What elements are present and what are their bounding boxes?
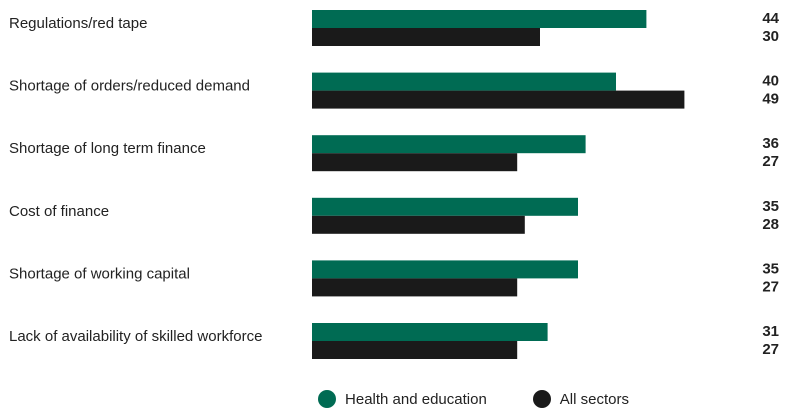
value-label-health-and-education-cost-of-finance: 35 (762, 198, 779, 215)
legend-item-all-sectors: All sectors (532, 390, 629, 408)
bar-health-and-education-shortage-of-working-capital (312, 260, 578, 279)
value-label-all-sectors-lack-of-availability-of-skilled-workforce: 27 (762, 341, 779, 358)
value-label-health-and-education-shortage-of-working-capital: 35 (762, 260, 779, 277)
category-label-cost-of-finance: Cost of finance (9, 203, 109, 220)
value-label-health-and-education-shortage-of-long-term-finance: 36 (762, 135, 779, 152)
value-label-all-sectors-cost-of-finance: 28 (762, 216, 779, 233)
bar-health-and-education-shortage-of-long-term-finance (312, 135, 586, 154)
chart-legend: Health and education All sectors (0, 386, 797, 412)
value-label-all-sectors-regulations-red-tape: 30 (762, 28, 779, 45)
bar-all-sectors-regulations-red-tape (312, 28, 540, 46)
bar-health-and-education-cost-of-finance (312, 197, 578, 216)
legend-swatch-health-education (318, 390, 337, 408)
bar-all-sectors-cost-of-finance (312, 215, 525, 234)
legend-label-all-sectors: All sectors (559, 390, 629, 408)
bar-all-sectors-shortage-of-working-capital (312, 278, 518, 297)
bar-all-sectors-lack-of-availability-of-skilled-workforce (312, 341, 518, 359)
value-label-all-sectors-shortage-of-working-capital: 27 (762, 278, 779, 295)
category-label-shortage-of-working-capital: Shortage of working capital (9, 265, 190, 282)
value-label-health-and-education-regulations-red-tape: 44 (762, 10, 779, 27)
category-label-lack-of-availability-of-skilled-workforce: Lack of availability of skilled workforc… (9, 328, 262, 345)
legend-swatch-all-sectors (532, 390, 551, 408)
value-label-all-sectors-shortage-of-long-term-finance: 27 (762, 153, 779, 170)
category-label-regulations-red-tape: Regulations/red tape (9, 15, 147, 32)
category-label-shortage-of-orders-reduced-demand: Shortage of orders/reduced demand (9, 78, 250, 95)
category-label-shortage-of-long-term-finance: Shortage of long term finance (9, 140, 206, 157)
value-label-health-and-education-shortage-of-orders-reduced-demand: 40 (762, 73, 779, 90)
legend-item-health-education: Health and education (318, 390, 487, 408)
value-label-health-and-education-lack-of-availability-of-skilled-workforce: 31 (762, 323, 779, 340)
bar-health-and-education-shortage-of-orders-reduced-demand (312, 72, 616, 91)
bar-all-sectors-shortage-of-orders-reduced-demand (312, 90, 685, 109)
bar-all-sectors-shortage-of-long-term-finance (312, 153, 518, 172)
bar-health-and-education-lack-of-availability-of-skilled-workforce (312, 323, 548, 341)
legend-label-health-education: Health and education (345, 390, 487, 408)
bar-health-and-education-regulations-red-tape (312, 10, 647, 28)
value-label-all-sectors-shortage-of-orders-reduced-demand: 49 (762, 91, 779, 108)
